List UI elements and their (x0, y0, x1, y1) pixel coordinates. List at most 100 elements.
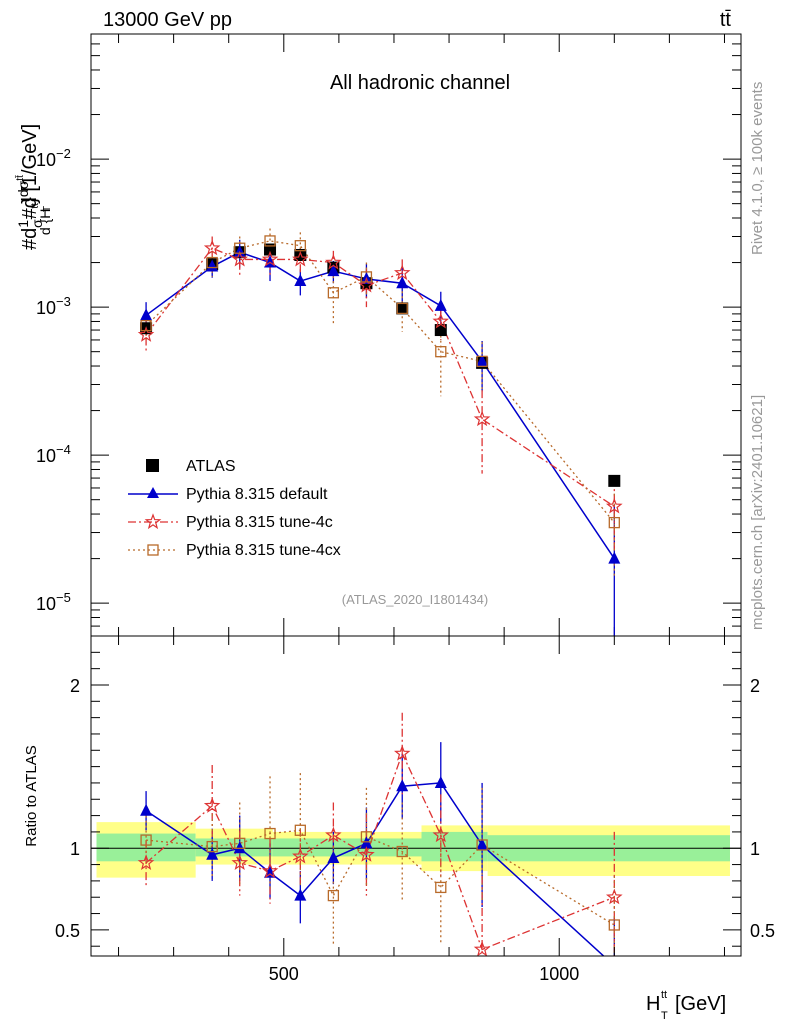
main-y-tick-label: 10−5 (36, 590, 71, 614)
main-marker (432, 312, 450, 329)
ratio-marker (234, 837, 246, 849)
ratio-marker (292, 847, 309, 864)
ratio-marker (261, 862, 279, 879)
main-marker (396, 276, 409, 289)
svg-text:#d1σ#ddσtt̄d {HttT} [1/GeV]: #d1σ#ddσtt̄d {HttT} [1/GeV] (14, 124, 53, 250)
ratio-marker (393, 744, 411, 761)
ratio-marker (294, 888, 307, 901)
ratio-marker (608, 959, 620, 971)
ratio-marker (231, 854, 249, 870)
main-marker (327, 287, 340, 299)
main-line-1 (145, 251, 615, 560)
ratio-marker (476, 837, 489, 850)
ratio-axis-ticks: 0.5 0.5 1 1 2 2 500 1000 (55, 636, 775, 984)
ratio-marker (264, 827, 276, 840)
main-marker (605, 497, 623, 514)
main-line-2 (145, 247, 615, 508)
main-marker (473, 410, 491, 427)
main-marker (358, 276, 375, 293)
ratio-marker (432, 826, 450, 843)
main-marker (294, 240, 306, 252)
ratio-marker (327, 851, 340, 864)
x-label-sup: tt (661, 989, 667, 1001)
ylabel-part-i: T (42, 206, 53, 212)
header-right: tt̄ (720, 9, 732, 31)
plot-title: All hadronic channel (330, 72, 510, 94)
ylabel-part-h: tt (30, 203, 41, 209)
x-axis-label: H tt T [GeV] (646, 989, 726, 1022)
ratio-marker (137, 854, 155, 870)
ylabel-part-d: #d (19, 197, 41, 219)
ratio-y-tick-label-right: 0.5 (750, 921, 775, 941)
ratio-marker (605, 888, 623, 905)
ratio-marker (360, 831, 373, 843)
legend: ATLAS Pythia 8.315 default Pythia 8.315 … (128, 458, 341, 559)
main-marker (434, 298, 447, 311)
ratio-y-tick-label-right: 2 (750, 676, 760, 696)
ratio-plot-frame (90, 635, 742, 957)
main-marker (608, 474, 621, 487)
main-y-axis-label: #d1σ#ddσtt̄d {HttT} [1/GeV] (14, 124, 53, 250)
main-marker (476, 355, 488, 368)
legend-tune4cx-label: Pythia 8.315 tune-4cx (186, 542, 341, 559)
legend-atlas-label: ATLAS (186, 458, 236, 475)
ratio-marker (206, 840, 218, 853)
main-marker (396, 302, 409, 315)
legend-default-label: Pythia 8.315 default (186, 486, 328, 503)
ratio-marker (396, 845, 408, 858)
main-axis-ticks: 10−5 10−4 10−3 10−2 (36, 33, 741, 637)
legend-tune4c-label: Pythia 8.315 tune-4c (186, 514, 333, 531)
ratio-marker (608, 919, 620, 931)
main-marker (206, 256, 218, 269)
header-left: 13000 GeV pp (103, 9, 232, 31)
legend-default-marker (147, 487, 159, 498)
main-y-tick-label: 10−4 (36, 442, 71, 466)
ylabel-part-j: } [1/GeV] (19, 124, 41, 204)
x-label-main: H (646, 993, 660, 1015)
main-marker (261, 250, 279, 267)
main-marker (264, 235, 276, 247)
ratio-band-green (272, 838, 422, 857)
ratio-marker (140, 834, 152, 846)
x-tick-label: 1000 (539, 964, 579, 984)
ratio-marker (140, 803, 153, 816)
main-marker (608, 516, 620, 529)
ratio-marker (325, 826, 342, 843)
main-series-lines (145, 240, 615, 560)
ratio-y-tick-label-right: 1 (750, 839, 760, 859)
main-marker (327, 264, 340, 277)
main-marker (393, 264, 411, 281)
ratio-y-tick-label-left: 2 (70, 676, 80, 696)
main-markers (137, 235, 623, 564)
ratio-marker (434, 775, 447, 788)
ratio-markers (137, 744, 623, 971)
ylabel-part-e: dσ (15, 180, 31, 197)
main-marker (137, 326, 155, 342)
ratio-uncertainty-bands (96, 822, 730, 878)
main-marker (294, 248, 307, 261)
ratio-marker (358, 846, 375, 862)
ratio-y-tick-label-left: 0.5 (55, 921, 80, 941)
main-marker (360, 271, 373, 283)
ylabel-part-c: σ (29, 219, 45, 228)
rivet-version-text: Rivet 4.1.0, ≥ 100k events (749, 82, 766, 255)
ratio-marker (294, 824, 306, 836)
ratio-marker (476, 839, 488, 851)
main-marker (203, 239, 221, 256)
legend-tune4c-marker (144, 513, 162, 530)
main-marker (234, 242, 246, 254)
ylabel-part-f: tt̄ (14, 175, 26, 181)
ratio-y-axis-label: Ratio to ATLAS (23, 745, 40, 846)
main-marker (476, 354, 489, 367)
main-marker (396, 302, 408, 315)
ylabel-part-a: #d (19, 228, 41, 250)
ratio-marker (327, 889, 340, 902)
ratio-marker (396, 779, 409, 792)
analysis-label: (ATLAS_2020_I1801434) (342, 592, 488, 607)
ratio-y-tick-label-left: 1 (70, 839, 80, 859)
main-marker (231, 250, 249, 267)
main-y-tick-label: 10−3 (36, 294, 71, 318)
ratio-line-1 (145, 751, 615, 951)
ratio-marker (206, 847, 219, 860)
